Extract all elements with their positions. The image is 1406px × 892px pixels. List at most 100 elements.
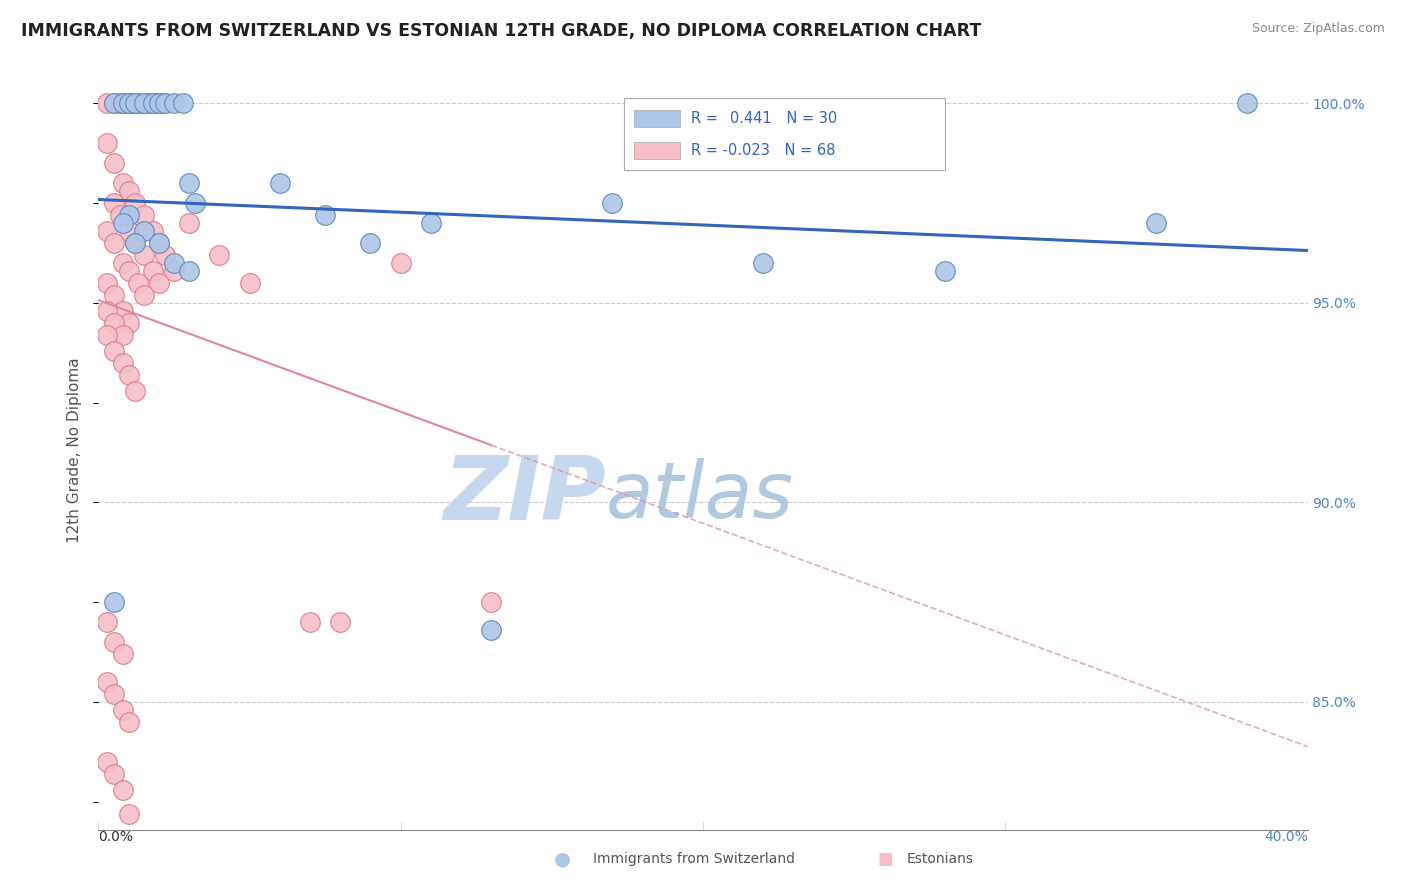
Point xyxy=(1236,96,1258,111)
Point xyxy=(124,235,146,250)
Text: R =  0.441  N = 30: R = 0.441 N = 30 xyxy=(690,111,837,126)
Text: ●: ● xyxy=(554,849,571,869)
Text: 0.0%: 0.0% xyxy=(98,830,134,844)
Point xyxy=(142,264,165,278)
Point xyxy=(132,208,155,222)
Point xyxy=(163,256,186,270)
Point xyxy=(111,176,134,190)
Text: R = -0.023  N = 68: R = -0.023 N = 68 xyxy=(690,143,835,158)
Point xyxy=(111,703,134,717)
Point xyxy=(360,235,382,250)
Point xyxy=(179,264,201,278)
Point xyxy=(118,714,141,729)
Point xyxy=(269,176,291,190)
Point xyxy=(148,96,170,111)
Text: atlas: atlas xyxy=(606,458,794,534)
Point xyxy=(118,96,141,111)
Point xyxy=(142,96,165,111)
Point xyxy=(148,235,170,250)
Text: ZIP: ZIP xyxy=(443,452,606,540)
Point xyxy=(481,595,503,609)
Point xyxy=(103,766,125,780)
Point xyxy=(752,256,775,270)
Point xyxy=(111,356,134,370)
Point xyxy=(96,303,118,318)
Point xyxy=(118,224,141,238)
Point xyxy=(96,276,118,290)
Point xyxy=(124,384,146,398)
Point xyxy=(111,256,134,270)
Point xyxy=(103,288,125,302)
Point xyxy=(96,615,118,629)
Point xyxy=(103,595,125,609)
Point xyxy=(96,755,118,769)
Point xyxy=(118,264,141,278)
Point xyxy=(111,96,134,111)
Y-axis label: 12th Grade, No Diploma: 12th Grade, No Diploma xyxy=(67,358,83,543)
Point xyxy=(103,343,125,358)
Point xyxy=(103,156,125,170)
Point xyxy=(124,96,146,111)
Point xyxy=(389,256,412,270)
Point xyxy=(172,96,194,111)
Point xyxy=(111,303,134,318)
Point xyxy=(132,96,155,111)
Text: 40.0%: 40.0% xyxy=(1264,830,1308,844)
Point xyxy=(163,96,186,111)
Point xyxy=(111,216,134,230)
Point xyxy=(103,635,125,649)
Point xyxy=(124,196,146,211)
Point xyxy=(103,96,125,111)
Point xyxy=(103,196,125,211)
Point xyxy=(103,687,125,701)
Point xyxy=(142,96,165,111)
Point xyxy=(153,96,176,111)
Point xyxy=(103,316,125,330)
Point xyxy=(118,368,141,382)
Point xyxy=(148,96,170,111)
Text: Estonians: Estonians xyxy=(907,852,974,866)
Point xyxy=(96,327,118,342)
Point xyxy=(329,615,352,629)
Point xyxy=(148,96,170,111)
Point xyxy=(184,196,207,211)
Point xyxy=(153,248,176,262)
Point xyxy=(127,276,149,290)
Point xyxy=(132,224,155,238)
Point xyxy=(153,96,176,111)
Point xyxy=(96,96,118,111)
Point xyxy=(602,196,624,211)
Point xyxy=(108,208,131,222)
Text: ■: ■ xyxy=(877,850,894,868)
Point xyxy=(111,647,134,661)
Point xyxy=(118,96,141,111)
FancyBboxPatch shape xyxy=(634,142,681,159)
FancyBboxPatch shape xyxy=(624,98,945,170)
Point xyxy=(1144,216,1167,230)
Point xyxy=(142,224,165,238)
Point xyxy=(111,327,134,342)
Point xyxy=(103,96,125,111)
Point xyxy=(96,674,118,689)
Point xyxy=(208,248,231,262)
Point xyxy=(314,208,336,222)
Text: IMMIGRANTS FROM SWITZERLAND VS ESTONIAN 12TH GRADE, NO DIPLOMA CORRELATION CHART: IMMIGRANTS FROM SWITZERLAND VS ESTONIAN … xyxy=(21,22,981,40)
Point xyxy=(127,96,149,111)
FancyBboxPatch shape xyxy=(634,110,681,127)
Point xyxy=(124,235,146,250)
Point xyxy=(934,264,956,278)
Text: Source: ZipAtlas.com: Source: ZipAtlas.com xyxy=(1251,22,1385,36)
Point xyxy=(132,288,155,302)
Point xyxy=(111,96,134,111)
Point xyxy=(420,216,443,230)
Point xyxy=(96,224,118,238)
Point xyxy=(118,806,141,821)
Point xyxy=(148,235,170,250)
Point xyxy=(111,782,134,797)
Point xyxy=(239,276,262,290)
Point xyxy=(179,216,201,230)
Point xyxy=(139,96,162,111)
Text: Immigrants from Switzerland: Immigrants from Switzerland xyxy=(593,852,796,866)
Point xyxy=(163,264,186,278)
Point xyxy=(132,96,155,111)
